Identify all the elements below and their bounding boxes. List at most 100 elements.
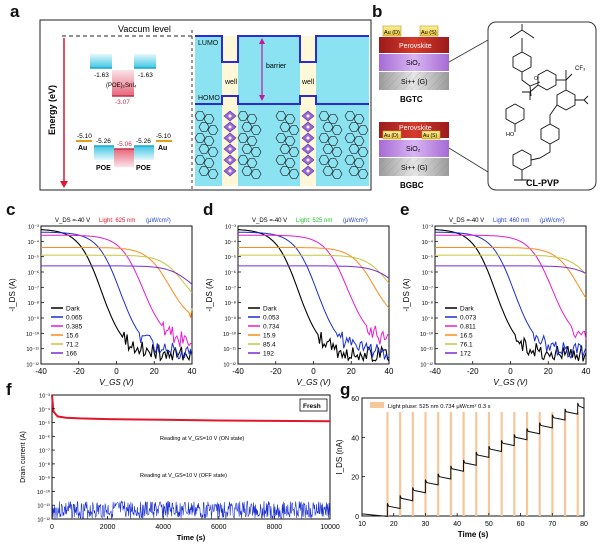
light-pulse-bar xyxy=(437,412,440,516)
cf3-label: CF₃ xyxy=(575,66,586,72)
poe-left-homo xyxy=(94,146,114,160)
legend-entry: 0.734 xyxy=(263,324,280,331)
y-tick-label: 20 xyxy=(351,475,359,482)
molecule-ring xyxy=(318,111,330,121)
y-tick-label: 10⁻⁵ xyxy=(39,420,50,427)
x-tick-label: -20 xyxy=(467,367,479,376)
molecule-ring xyxy=(284,158,296,168)
y-axis-label: I_DS (nA) xyxy=(335,439,344,474)
sni-homo xyxy=(114,149,134,167)
vacuum-label: Vaccum level xyxy=(118,24,171,34)
molecule-ring xyxy=(331,147,343,157)
y-tick-label: 10⁻⁸ xyxy=(28,300,39,307)
transfer-curve xyxy=(41,234,193,348)
poe-right-label: POE xyxy=(136,165,151,172)
x-axis-label: V_GS (V) xyxy=(99,378,134,387)
legend-entry: 166 xyxy=(66,351,77,358)
panel-g: 0 20 40 60 10 20 30 40 50 60 70 80 Time (s) I_DS (nA)… xyxy=(335,396,588,539)
transfer-panel-d: 10⁻³ 10⁻⁴ 10⁻⁵ 10⁻⁶ 10⁻⁷ 10⁻⁸ 10⁻⁹ 10⁻¹⁰ 10⁻¹¹ 10… xyxy=(205,218,394,387)
molecule-ring xyxy=(353,114,365,124)
molecule-ring xyxy=(279,122,291,132)
light-label: Light: 460 nm xyxy=(493,218,529,224)
on-state-trace xyxy=(51,394,331,423)
bgtc-au-d-label: Au (D) xyxy=(384,30,400,36)
molecule-ring xyxy=(207,169,219,179)
barrier-label: barrier xyxy=(266,63,287,70)
molecule-ring xyxy=(344,155,356,165)
legend-entry: Light pluse: 525 nm 0.734 μW/cm² 0.3 s xyxy=(388,404,491,410)
molecule-ring xyxy=(241,166,253,176)
light-pulse-bar xyxy=(487,412,491,516)
x-tick-label: 20 xyxy=(347,367,356,376)
y-axis-label: -I_DS (A) xyxy=(205,278,214,312)
legend-entry: 71.2 xyxy=(66,342,79,349)
au-left-label: Au xyxy=(78,145,87,152)
y-tick-label: 10⁻⁹ xyxy=(422,316,433,323)
x-tick-label: 0 xyxy=(508,367,513,376)
molecule-ring xyxy=(318,133,330,143)
light-pulse-bar xyxy=(525,412,529,516)
molecule-ring xyxy=(348,166,360,176)
legend-entry: 15.9 xyxy=(263,333,276,340)
molecule-ring xyxy=(237,111,249,121)
light-pulse-bar xyxy=(386,412,389,516)
svg-text:O: O xyxy=(534,76,538,82)
bgbc-perovskite-label: Perovskite xyxy=(399,125,432,132)
y-tick-label: 10⁻³ xyxy=(39,394,50,400)
plot-frame xyxy=(434,225,587,365)
molecule-ring xyxy=(194,133,206,143)
plot-frame xyxy=(361,397,585,517)
molecule-ring xyxy=(288,147,300,157)
vds-label: V_DS =-40 V xyxy=(252,218,287,224)
y-tick-label: 0 xyxy=(355,514,359,521)
molecule-ring xyxy=(198,166,210,176)
poe-left-lumo xyxy=(90,54,112,68)
y-tick-label: 10⁻¹² xyxy=(37,518,50,524)
poe-right-lumo xyxy=(134,54,156,68)
units-label: (μW/cm²) xyxy=(146,218,171,224)
panel-label-a: a xyxy=(10,2,20,21)
transfer-curve xyxy=(435,265,587,274)
molecule-ring xyxy=(353,136,365,146)
octahedron-center xyxy=(306,169,310,173)
homo-label: HOMO xyxy=(198,95,220,102)
legend-entry: 0.073 xyxy=(460,315,477,322)
molecule-ring xyxy=(327,158,339,168)
bgtc-sio2-label: SiO₂ xyxy=(406,60,421,67)
legend-swatch xyxy=(370,402,384,408)
bgtc-perovskite-label: Perovskite xyxy=(399,43,432,50)
molecule-ring xyxy=(322,144,334,154)
x-tick-label: 0 xyxy=(50,524,54,531)
y-axis-label: Drain current (A) xyxy=(20,431,27,483)
y-axis-label: -I_DS (A) xyxy=(8,278,17,312)
x-tick-label: 40 xyxy=(188,367,197,376)
light-label: Light: 525 nm xyxy=(296,218,332,224)
on-state-annotation: Reading at V_GS=10 V (ON state) xyxy=(160,436,244,442)
y-tick-label: 10⁻⁶ xyxy=(225,270,236,277)
y-tick-label: 10⁻⁴ xyxy=(422,239,434,246)
level-poe-left: -5.26 xyxy=(96,138,111,145)
well-label-left: well xyxy=(224,79,238,86)
y-tick-label: 10⁻⁵ xyxy=(225,254,236,261)
molecule-ring xyxy=(207,147,219,157)
y-tick-label: 40 xyxy=(351,435,359,442)
x-tick-label: 30 xyxy=(422,521,430,528)
legend-entry: 0.811 xyxy=(460,324,476,331)
x-tick-label: 40 xyxy=(385,367,394,376)
transfer-curve xyxy=(237,231,390,360)
y-tick-label: 10⁻¹¹ xyxy=(420,347,433,353)
y-tick-label: 10⁻⁸ xyxy=(422,300,433,307)
light-pulse-bar xyxy=(449,412,452,516)
molecule-ring xyxy=(327,114,339,124)
light-pulse-bar xyxy=(551,412,554,516)
y-tick-label: 10⁻⁴ xyxy=(39,406,51,413)
transfer-curve xyxy=(238,265,390,279)
molecule-ring xyxy=(331,125,343,135)
y-tick-label: 10⁻⁶ xyxy=(422,270,433,277)
transfer-curve xyxy=(435,234,587,340)
y-tick-label: 10⁻¹⁰ xyxy=(420,331,434,338)
light-pulse-bar xyxy=(513,412,516,516)
molecule-ring xyxy=(288,125,300,135)
legend-entry: Dark xyxy=(263,306,277,313)
octahedron-center xyxy=(306,147,310,151)
